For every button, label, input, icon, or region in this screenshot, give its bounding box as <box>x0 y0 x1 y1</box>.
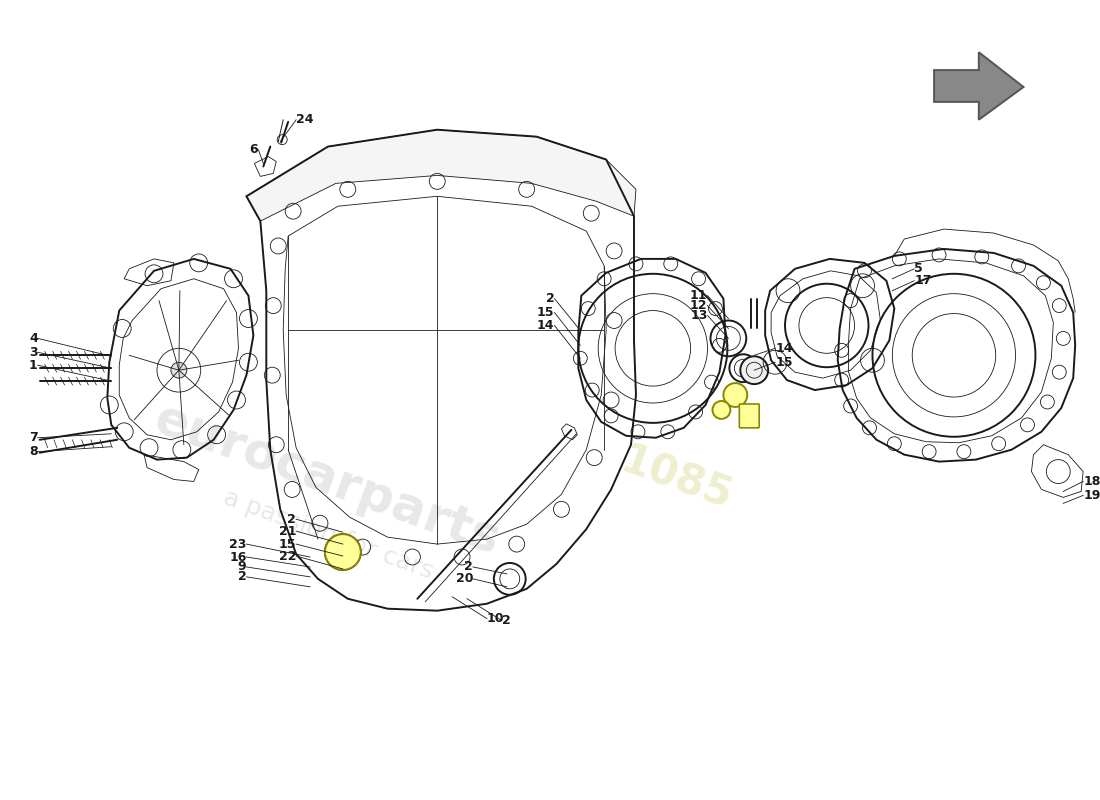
Circle shape <box>713 401 730 419</box>
Text: 2: 2 <box>464 561 473 574</box>
Text: 1085: 1085 <box>614 440 737 519</box>
Text: 5: 5 <box>914 262 923 275</box>
Text: 20: 20 <box>455 572 473 586</box>
Text: 15: 15 <box>537 306 554 319</box>
Text: 17: 17 <box>914 274 932 287</box>
Text: 7: 7 <box>29 431 37 444</box>
Text: 15: 15 <box>278 538 296 550</box>
Text: 22: 22 <box>278 550 296 562</box>
Text: 3: 3 <box>29 346 37 359</box>
Text: 12: 12 <box>690 299 707 312</box>
Text: 6: 6 <box>250 143 258 156</box>
Text: 2: 2 <box>546 292 554 305</box>
Polygon shape <box>934 52 1023 120</box>
Text: 23: 23 <box>229 538 246 550</box>
Text: a passion for cars: a passion for cars <box>220 485 437 583</box>
Circle shape <box>324 534 361 570</box>
Text: eurocarparts: eurocarparts <box>148 394 507 565</box>
Text: 21: 21 <box>278 525 296 538</box>
Circle shape <box>324 534 361 570</box>
Text: 13: 13 <box>690 309 707 322</box>
Text: 4: 4 <box>29 332 37 345</box>
Text: 2: 2 <box>238 570 246 583</box>
FancyBboxPatch shape <box>739 404 759 428</box>
Circle shape <box>740 356 768 384</box>
Text: 24: 24 <box>296 114 314 126</box>
Circle shape <box>724 383 747 407</box>
Text: 19: 19 <box>1084 489 1100 502</box>
Text: 11: 11 <box>690 289 707 302</box>
Text: 15: 15 <box>776 356 793 369</box>
Circle shape <box>170 362 187 378</box>
Text: 14: 14 <box>537 319 554 332</box>
Polygon shape <box>246 130 636 221</box>
Text: 2: 2 <box>502 614 510 627</box>
Text: 9: 9 <box>238 561 246 574</box>
Text: 16: 16 <box>229 550 246 563</box>
Text: 18: 18 <box>1084 475 1100 488</box>
Text: 14: 14 <box>776 342 793 355</box>
Text: 10: 10 <box>487 612 505 625</box>
Text: 1: 1 <box>29 358 37 372</box>
Text: 8: 8 <box>29 445 37 458</box>
Text: 2: 2 <box>287 513 296 526</box>
